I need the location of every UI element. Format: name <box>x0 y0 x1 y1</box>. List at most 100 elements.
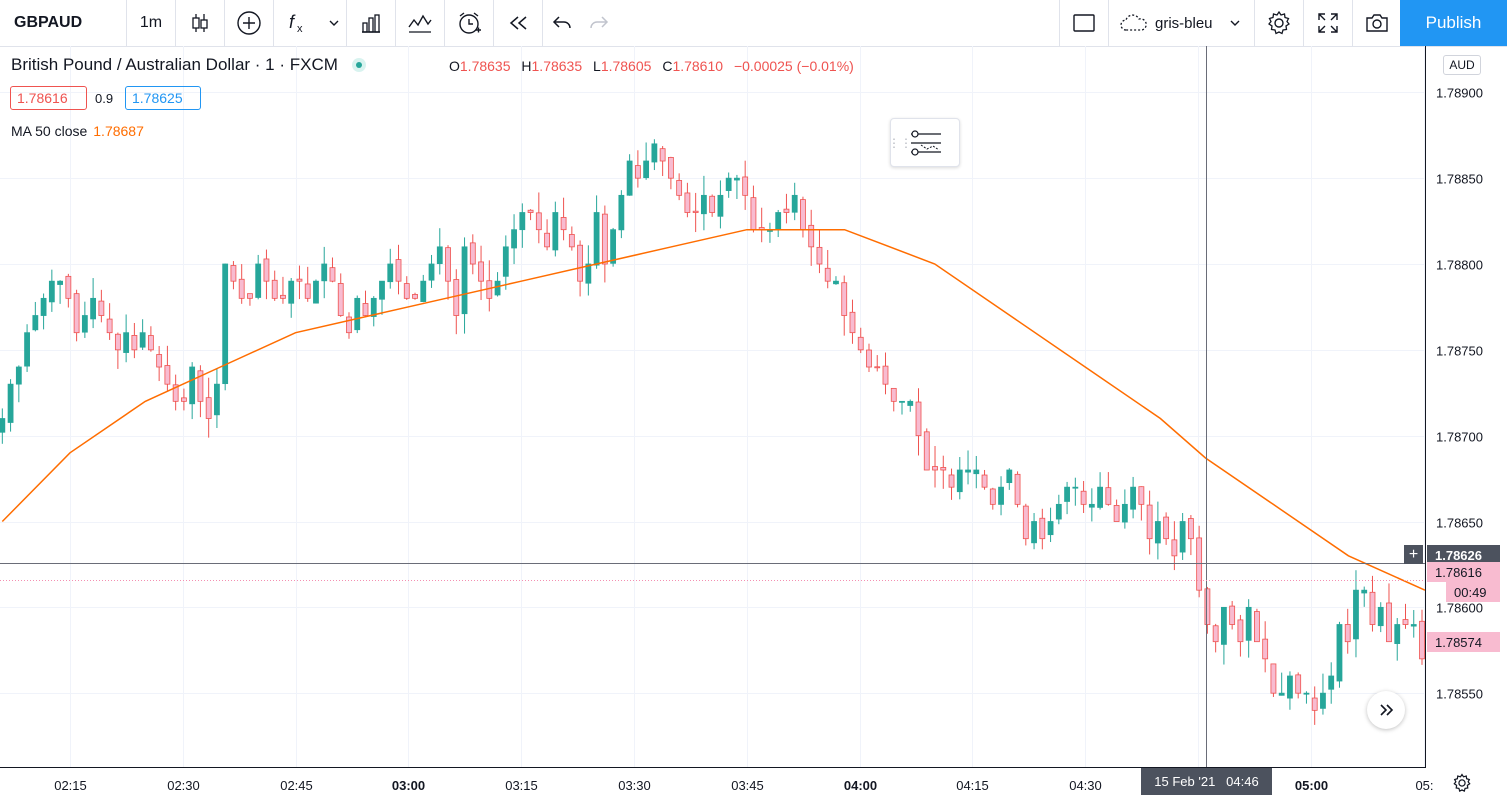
candle <box>478 245 484 301</box>
candle-body <box>956 469 963 493</box>
symbol-title: British Pound / Australian Dollar · 1 · … <box>11 55 338 74</box>
spread-value: 0.9 <box>95 91 114 106</box>
candle <box>1270 663 1277 697</box>
toolbar-divider <box>126 0 127 46</box>
candle-body <box>849 311 856 334</box>
candle-body <box>857 336 864 351</box>
candle <box>1402 603 1409 629</box>
candle-body <box>1121 503 1128 523</box>
currency-button[interactable]: AUD <box>1443 55 1481 75</box>
candle-body <box>643 160 650 179</box>
candle-body <box>560 217 567 231</box>
publish-button[interactable]: Publish <box>1400 0 1507 46</box>
candle <box>948 468 955 500</box>
candle <box>734 174 740 199</box>
candle <box>7 379 14 432</box>
templates-button[interactable] <box>396 0 444 46</box>
candle <box>24 324 30 372</box>
alert-button[interactable] <box>445 0 493 46</box>
candle-body <box>634 165 641 179</box>
candle <box>808 209 815 266</box>
undo-button[interactable] <box>545 0 579 46</box>
candle-body <box>783 208 790 213</box>
candle <box>593 195 600 269</box>
indicators-dropdown-button[interactable] <box>322 0 346 46</box>
candle-body <box>1369 591 1376 625</box>
candle <box>874 355 881 372</box>
axis-settings-button[interactable] <box>1449 771 1475 795</box>
candle <box>767 222 773 243</box>
candle-body <box>1179 521 1186 553</box>
high-value: 1.78635 <box>531 58 583 74</box>
candle-body <box>1336 624 1343 682</box>
candles-style-button[interactable] <box>176 0 224 46</box>
candle-body <box>1204 588 1211 625</box>
candle-body <box>882 365 889 385</box>
candle-body <box>296 278 303 282</box>
candle-body <box>1377 606 1384 627</box>
buy-price-button[interactable]: 1.78625 <box>125 86 201 110</box>
candle <box>1369 575 1376 632</box>
candle-body <box>1080 490 1087 505</box>
redo-button[interactable] <box>582 0 616 46</box>
candle <box>1204 586 1211 634</box>
candle <box>684 182 691 218</box>
settings-button[interactable] <box>1255 0 1303 46</box>
candle-body <box>1022 505 1029 540</box>
candle-body <box>0 418 6 433</box>
chart-templates-icon <box>408 14 432 33</box>
candle <box>940 455 947 489</box>
candle <box>337 273 344 317</box>
time-tick-label: 02:45 <box>280 778 313 793</box>
candle <box>139 319 146 350</box>
candle-body <box>1394 624 1401 644</box>
open-key: O <box>449 58 460 74</box>
candlesticks <box>0 139 1425 725</box>
scroll-to-realtime-button[interactable] <box>1367 691 1405 729</box>
symbol-search-button[interactable]: GBPAUD <box>14 14 83 31</box>
interval-button[interactable]: 1m <box>139 14 163 31</box>
fullscreen-button[interactable] <box>1304 0 1352 46</box>
candle-body <box>214 383 220 416</box>
candle-body <box>1344 624 1351 643</box>
candle-body <box>197 370 204 402</box>
toolbar-divider <box>1254 0 1255 46</box>
drag-handle-icon[interactable]: ⋮⋮ <box>888 135 912 150</box>
crosshair-add-button[interactable]: + <box>1404 545 1423 564</box>
candle-body <box>907 400 914 406</box>
candle-body <box>461 246 468 315</box>
candle-body <box>73 293 80 334</box>
financials-button[interactable] <box>347 0 395 46</box>
ma-legend[interactable]: MA 50 close 1.78687 <box>11 123 144 139</box>
candle-body <box>734 177 740 181</box>
candle-body <box>147 335 154 351</box>
candle <box>354 295 361 334</box>
time-tick-label: 03:15 <box>505 778 538 793</box>
snapshot-button[interactable] <box>1353 0 1400 46</box>
candle <box>824 249 831 289</box>
chart-layout-menu[interactable]: gris-bleu <box>1109 0 1254 46</box>
compare-button[interactable] <box>225 0 273 46</box>
candle-body <box>1361 589 1368 594</box>
candle-body <box>15 366 22 385</box>
object-tree-widget[interactable]: ⋮⋮ <box>888 118 960 167</box>
candle-body <box>676 180 683 196</box>
candle <box>791 182 798 221</box>
candle-body <box>1328 675 1335 690</box>
candle-body <box>24 332 30 367</box>
candle-body <box>1295 674 1302 694</box>
candle <box>40 293 47 330</box>
ohlc-values: O1.78635 H1.78635 L1.78605 C1.78610 −0.0… <box>449 58 861 74</box>
sell-price-button[interactable]: 1.78616 <box>10 86 87 110</box>
candle-body <box>255 263 262 298</box>
replay-button[interactable] <box>494 0 542 46</box>
candles-icon <box>192 14 208 32</box>
candle-body <box>1130 486 1137 510</box>
double-chevron-right-icon <box>1380 704 1394 716</box>
layout-button[interactable] <box>1060 0 1108 46</box>
candle-body <box>1006 469 1013 484</box>
candle-body <box>337 283 344 316</box>
bid-price-label: 1.78616 <box>1427 562 1500 582</box>
